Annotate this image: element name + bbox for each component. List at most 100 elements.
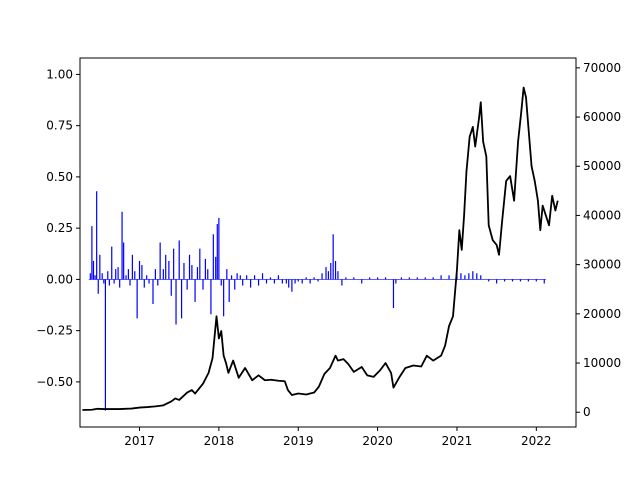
bar-79	[294, 279, 296, 284]
bar-48	[199, 248, 201, 280]
y-left-tick-label-1: −0.25	[36, 324, 73, 338]
x-tick-label-0: 2017	[124, 434, 155, 448]
bar-99	[384, 277, 387, 280]
bar-111	[464, 275, 466, 280]
bar-18	[123, 242, 125, 280]
bar-110	[460, 273, 462, 280]
bar-80	[297, 279, 299, 282]
bar-104	[416, 277, 418, 280]
bar-65	[242, 279, 244, 286]
bar-61	[230, 275, 233, 280]
bar-113	[472, 271, 474, 280]
bar-96	[361, 279, 363, 284]
bar-38	[173, 248, 175, 280]
bar-108	[448, 275, 450, 280]
bar-114	[476, 273, 478, 280]
bar-69	[257, 279, 260, 286]
bar-115	[480, 275, 482, 280]
bar-87	[325, 267, 327, 280]
bar-88	[327, 271, 329, 280]
bar-47	[196, 267, 199, 280]
bar-76	[285, 279, 287, 284]
bar-59	[226, 269, 228, 280]
y-right-tick-label-5: 50000	[583, 159, 621, 173]
bar-98	[377, 277, 379, 280]
y-right-tick-label-3: 30000	[583, 258, 621, 272]
bar-12	[111, 246, 113, 280]
y-right-tick-label-6: 60000	[583, 110, 621, 124]
bar-100	[392, 279, 395, 309]
bar-119	[511, 279, 514, 282]
bar-0	[89, 273, 91, 280]
y-left-tick-label-2: 0.00	[46, 272, 73, 286]
bar-122	[535, 279, 537, 282]
bar-55	[216, 224, 218, 280]
bar-34	[162, 269, 164, 280]
bar-50	[204, 258, 206, 280]
bar-26	[141, 265, 143, 280]
bar-51	[207, 269, 209, 280]
bar-92	[337, 271, 339, 280]
bar-116	[488, 279, 490, 282]
x-axis: 2017 2018 2019 2020 2021 2022	[124, 427, 552, 448]
bar-21	[129, 279, 131, 286]
bar-70	[261, 273, 264, 280]
bar-54	[215, 256, 217, 280]
x-tick-label-5: 2022	[521, 434, 552, 448]
bar-67	[250, 279, 252, 288]
bar-106	[432, 277, 434, 280]
bar-46	[194, 279, 196, 302]
bar-121	[527, 279, 529, 282]
bar-11	[108, 279, 110, 286]
bar-91	[334, 260, 337, 280]
x-tick-label-2: 2019	[283, 434, 314, 448]
bar-56	[218, 217, 220, 280]
bar-5	[97, 279, 99, 294]
bar-39	[175, 279, 177, 325]
y-left-tick-label-6: 1.00	[46, 67, 73, 81]
bar-64	[239, 275, 241, 280]
bar-62	[234, 279, 236, 290]
bar-81	[301, 279, 303, 284]
x-tick-label-4: 2021	[442, 434, 473, 448]
bar-78	[291, 279, 293, 292]
bar-103	[408, 277, 410, 280]
bar-52	[210, 279, 212, 315]
bar-72	[269, 277, 272, 280]
bar-22	[131, 254, 133, 280]
y-axis-right: 0 10000 20000 30000 40000 50000 60000 70000	[576, 61, 621, 419]
bar-57	[220, 279, 222, 286]
bar-68	[253, 275, 256, 280]
bar-117	[496, 279, 498, 284]
bar-94	[345, 277, 347, 280]
bar-42	[183, 263, 185, 280]
bar-1	[91, 226, 93, 280]
bar-19	[125, 275, 127, 280]
bar-123	[543, 279, 545, 284]
bar-105	[424, 277, 426, 280]
bar-101	[395, 279, 397, 284]
bar-71	[265, 279, 268, 284]
bar-97	[369, 277, 371, 280]
y-right-tick-label-0: 0	[583, 405, 591, 419]
bar-3	[94, 275, 96, 280]
bar-10	[107, 271, 109, 280]
bar-90	[332, 234, 334, 280]
bar-102	[400, 277, 403, 280]
x-tick-label-3: 2020	[362, 434, 393, 448]
bar-25	[138, 260, 141, 280]
y-right-tick-label-4: 40000	[583, 208, 621, 222]
bar-86	[321, 273, 323, 280]
bar-60	[228, 279, 230, 302]
plot-frame	[79, 57, 577, 428]
bar-4	[96, 191, 98, 280]
price-line	[82, 86, 559, 411]
bar-41	[180, 279, 183, 319]
bar-120	[519, 279, 522, 282]
bar-82	[305, 277, 307, 280]
bar-13	[113, 279, 115, 284]
bar-58	[223, 279, 225, 317]
bar-43	[186, 279, 188, 290]
